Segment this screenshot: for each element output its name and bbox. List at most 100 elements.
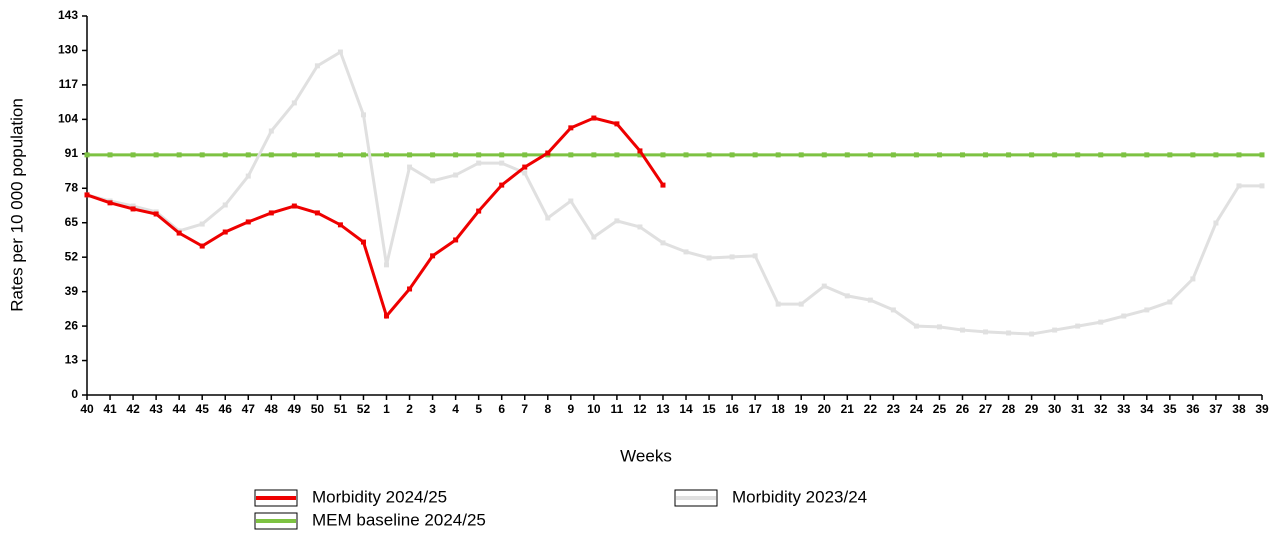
x-tick-label: 41: [103, 402, 117, 416]
data-point: [199, 243, 205, 249]
x-tick-label: 17: [748, 402, 762, 416]
data-point: [314, 210, 320, 216]
data-point: [453, 152, 459, 158]
data-point: [1006, 152, 1012, 158]
data-point: [660, 152, 666, 158]
x-tick-label: 29: [1025, 402, 1039, 416]
data-point: [222, 202, 228, 208]
data-point: [867, 152, 873, 158]
x-tick-label: 14: [679, 402, 693, 416]
x-tick-label: 23: [887, 402, 901, 416]
data-point: [407, 152, 413, 158]
data-point: [706, 255, 712, 261]
data-point: [1259, 152, 1265, 158]
x-tick-label: 21: [841, 402, 855, 416]
x-tick-label: 20: [818, 402, 832, 416]
data-point: [291, 152, 297, 158]
data-point: [1259, 183, 1265, 189]
data-point: [522, 164, 528, 170]
data-point: [637, 148, 643, 154]
data-point: [545, 215, 551, 221]
data-point: [1029, 331, 1035, 337]
x-tick-label: 1: [383, 402, 390, 416]
x-tick-label: 24: [910, 402, 924, 416]
data-point: [476, 152, 482, 158]
data-point: [199, 221, 205, 227]
data-point: [337, 152, 343, 158]
data-point: [453, 172, 459, 178]
x-tick-label: 13: [656, 402, 670, 416]
x-tick-label: 25: [933, 402, 947, 416]
data-point: [360, 112, 366, 118]
data-point: [337, 222, 343, 228]
data-point: [1213, 220, 1219, 226]
x-tick-label: 47: [242, 402, 256, 416]
x-tick-label: 51: [334, 402, 348, 416]
data-point: [499, 152, 505, 158]
data-point: [614, 152, 620, 158]
data-point: [683, 249, 689, 255]
data-point: [384, 152, 390, 158]
data-point: [752, 253, 758, 259]
x-tick-label: 19: [795, 402, 809, 416]
data-point: [798, 301, 804, 307]
data-point: [245, 152, 251, 158]
data-point: [1167, 152, 1173, 158]
data-point: [752, 152, 758, 158]
data-point: [1213, 152, 1219, 158]
x-tick-label: 38: [1232, 402, 1246, 416]
data-point: [314, 152, 320, 158]
data-point: [130, 206, 136, 212]
data-point: [430, 152, 436, 158]
data-point: [1190, 152, 1196, 158]
x-tick-label: 48: [265, 402, 279, 416]
x-tick-label: 26: [956, 402, 970, 416]
x-axis-label: Weeks: [620, 446, 672, 465]
data-point: [1121, 152, 1127, 158]
data-point: [360, 152, 366, 158]
legend-label: Morbidity 2023/24: [732, 487, 867, 506]
data-point: [430, 253, 436, 259]
y-tick-label: 13: [65, 353, 79, 367]
x-tick-label: 18: [771, 402, 785, 416]
data-point: [1098, 319, 1104, 325]
x-tick-label: 36: [1186, 402, 1200, 416]
data-point: [476, 160, 482, 166]
data-point: [1190, 276, 1196, 282]
x-tick-label: 3: [429, 402, 436, 416]
y-tick-label: 0: [71, 387, 78, 401]
x-tick-label: 9: [567, 402, 574, 416]
y-tick-label: 143: [58, 8, 78, 22]
x-tick-label: 34: [1140, 402, 1154, 416]
data-point: [729, 152, 735, 158]
data-point: [637, 152, 643, 158]
x-tick-label: 8: [544, 402, 551, 416]
data-point: [268, 152, 274, 158]
data-point: [107, 200, 113, 206]
data-point: [176, 230, 182, 236]
data-point: [821, 152, 827, 158]
data-point: [268, 128, 274, 134]
data-point: [844, 293, 850, 299]
x-tick-label: 16: [725, 402, 739, 416]
data-point: [729, 254, 735, 260]
y-tick-label: 78: [65, 180, 79, 194]
data-point: [959, 152, 965, 158]
y-tick-label: 52: [65, 249, 79, 263]
data-point: [337, 49, 343, 55]
data-point: [522, 152, 528, 158]
x-tick-label: 7: [521, 402, 528, 416]
data-point: [568, 198, 574, 204]
x-tick-label: 15: [702, 402, 716, 416]
data-point: [1006, 330, 1012, 336]
data-point: [407, 164, 413, 170]
data-point: [936, 324, 942, 330]
data-point: [1236, 183, 1242, 189]
series-line: [86, 49, 1262, 336]
data-point: [1052, 327, 1058, 333]
data-point: [936, 152, 942, 158]
data-point: [522, 170, 528, 176]
data-point: [407, 286, 413, 292]
data-point: [591, 234, 597, 240]
